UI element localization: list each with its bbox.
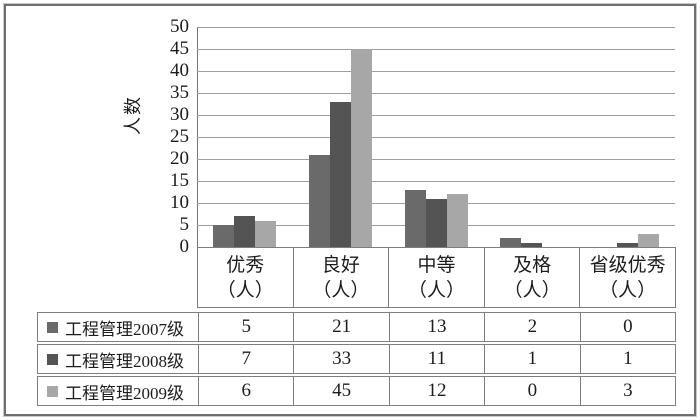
y-tick-label: 0 xyxy=(179,236,190,257)
gridline xyxy=(197,137,675,138)
y-tick-label: 5 xyxy=(179,214,190,235)
bar-工程管理2009级-中等 xyxy=(446,194,468,247)
category-label: 良好 xyxy=(321,255,360,276)
table-row: 工程管理2009级 6 45 12 0 3 xyxy=(37,376,676,406)
value-cell: 1 xyxy=(579,345,675,373)
category-header-cell: 优秀 （人） xyxy=(198,248,294,307)
legend-marker-icon xyxy=(47,321,58,333)
category-label: 及格 xyxy=(513,255,552,276)
bar-工程管理2007级-中等 xyxy=(404,189,426,247)
bar-工程管理2009级-优秀 xyxy=(255,220,277,247)
series-name-label: 工程管理2009级 xyxy=(65,383,184,403)
legend-cell: 工程管理2009级 xyxy=(38,377,198,405)
y-tick-label: 45 xyxy=(170,38,189,59)
y-tick-label: 50 xyxy=(170,16,189,37)
category-header-row: 优秀 （人） 良好 （人） 中等 （人） 及格 （人） 省级优秀 （人） xyxy=(197,247,676,308)
y-tick-label: 40 xyxy=(170,60,189,81)
legend-marker-icon xyxy=(47,385,58,397)
bar-工程管理2007级-优秀 xyxy=(213,225,235,247)
value-cell: 2 xyxy=(484,313,579,341)
bar-工程管理2008级-良好 xyxy=(329,101,351,247)
legend-cell: 工程管理2007级 xyxy=(38,313,198,341)
category-unit-label: （人） xyxy=(312,280,370,301)
value-cell: 7 xyxy=(198,345,293,373)
category-header-cell: 中等 （人） xyxy=(389,248,485,307)
legend-marker-icon xyxy=(47,353,58,365)
bar-工程管理2009级-省级优秀 xyxy=(637,233,659,247)
value-cell: 0 xyxy=(579,313,675,341)
value-cell: 45 xyxy=(293,377,388,405)
bar-工程管理2007级-良好 xyxy=(308,154,330,247)
gridline xyxy=(197,49,675,50)
gridline xyxy=(197,93,675,94)
value-cell: 13 xyxy=(388,313,484,341)
series-name-label: 工程管理2008级 xyxy=(65,351,184,371)
value-cell: 1 xyxy=(484,345,579,373)
category-label: 省级优秀 xyxy=(589,255,666,276)
value-cell: 21 xyxy=(293,313,388,341)
value-cell: 12 xyxy=(388,377,484,405)
bar-工程管理2009级-良好 xyxy=(350,49,372,247)
gridline xyxy=(197,27,675,28)
value-cell: 3 xyxy=(579,377,675,405)
gridline xyxy=(197,71,675,72)
category-label: 优秀 xyxy=(226,255,265,276)
y-tick-label: 35 xyxy=(170,82,189,103)
value-cell: 33 xyxy=(293,345,388,373)
gridline xyxy=(197,181,675,182)
category-label: 中等 xyxy=(417,255,456,276)
y-tick-label: 20 xyxy=(170,148,189,169)
category-unit-label: （人） xyxy=(503,280,561,301)
y-tick-label: 25 xyxy=(170,126,189,147)
legend-cell: 工程管理2008级 xyxy=(38,345,198,373)
category-unit-label: （人） xyxy=(599,280,657,301)
bar-工程管理2008级-省级优秀 xyxy=(616,242,638,247)
value-cell: 6 xyxy=(198,377,293,405)
bar-工程管理2008级-中等 xyxy=(425,198,447,247)
series-name-label: 工程管理2007级 xyxy=(65,319,184,339)
category-header-cell: 省级优秀 （人） xyxy=(580,248,675,307)
category-header-cell: 良好 （人） xyxy=(294,248,390,307)
gridline xyxy=(197,115,675,116)
bar-工程管理2008级-优秀 xyxy=(234,216,256,247)
value-cell: 0 xyxy=(484,377,579,405)
value-cell: 11 xyxy=(388,345,484,373)
y-tick-label: 15 xyxy=(170,170,189,191)
gridline xyxy=(197,159,675,160)
bar-工程管理2007级-及格 xyxy=(500,238,522,247)
category-unit-label: （人） xyxy=(407,280,465,301)
table-row: 工程管理2008级 7 33 11 1 1 xyxy=(37,344,676,374)
y-tick-label: 30 xyxy=(170,104,189,125)
value-cell: 5 xyxy=(198,313,293,341)
data-table: 工程管理2007级 5 21 13 2 0 工程管理2008级 7 33 11 1 1 工程管理2009… xyxy=(37,312,676,408)
category-header-cell: 及格 （人） xyxy=(485,248,581,307)
plot-area xyxy=(197,27,675,248)
category-unit-label: （人） xyxy=(216,280,274,301)
bar-工程管理2008级-及格 xyxy=(521,242,543,247)
y-tick-label: 10 xyxy=(170,192,189,213)
table-row: 工程管理2007级 5 21 13 2 0 xyxy=(37,312,676,342)
